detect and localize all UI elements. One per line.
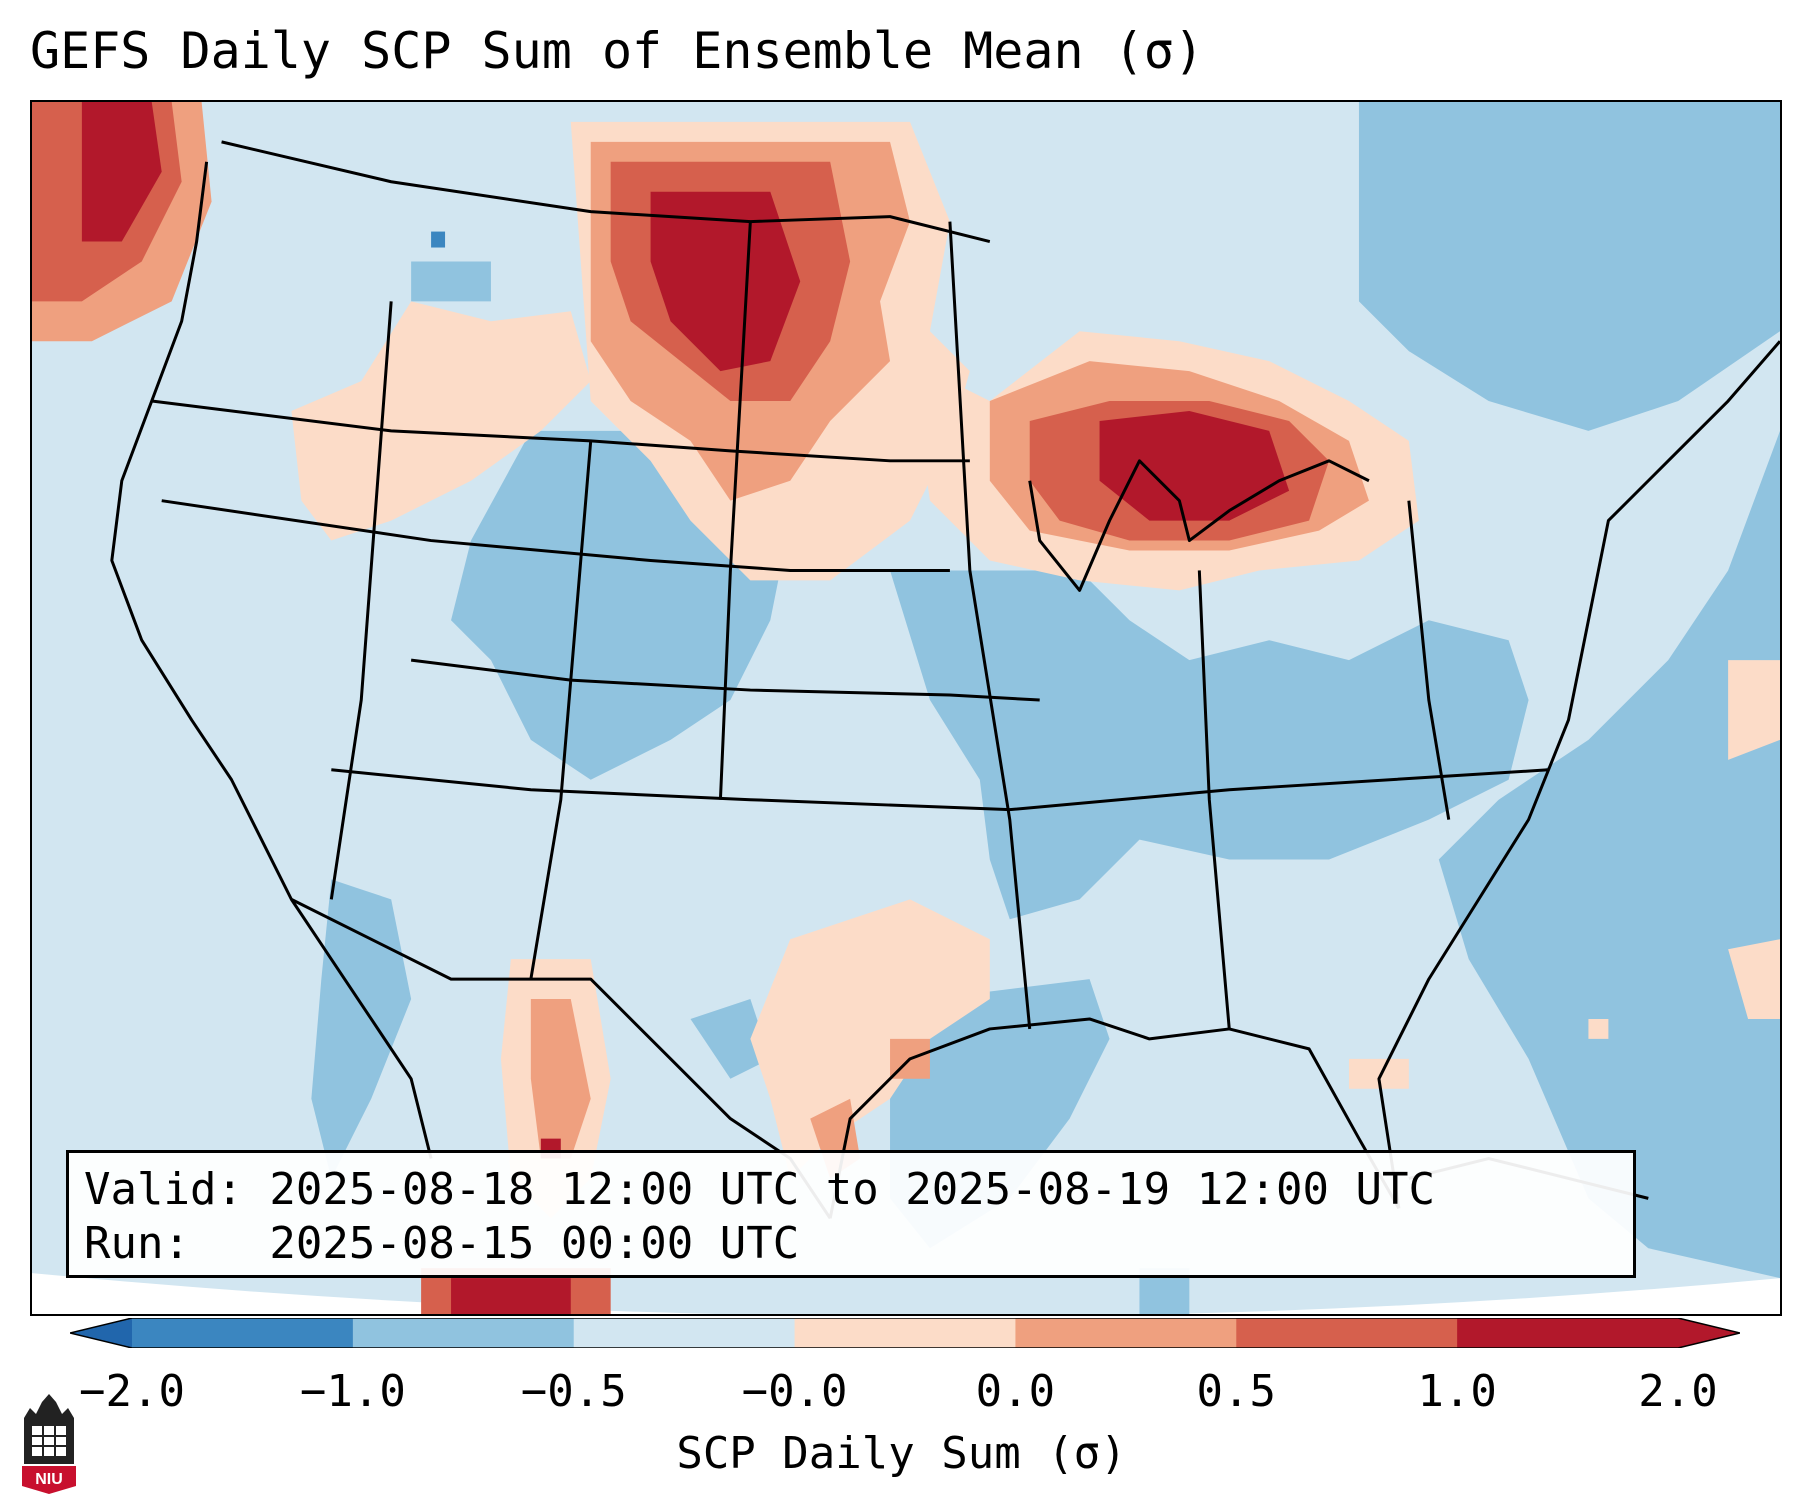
east-coast [1377, 340, 1780, 1209]
great-lakes-outline [1028, 459, 1370, 592]
vertical-line-2 [529, 440, 593, 980]
run-time-line: Run: 2025-08-15 00:00 UTC [84, 1218, 800, 1269]
colorbar-segment [132, 1318, 354, 1348]
colorbar-segment [794, 1318, 1016, 1348]
map-canvas [32, 102, 1780, 1314]
colorbar-tick-label: 2.0 [1638, 1366, 1718, 1417]
vertical-line-1 [329, 301, 393, 900]
colorbar-tick-label: 0.5 [1196, 1366, 1277, 1417]
small-negative-1 [411, 261, 491, 302]
dark-blue-cell [431, 231, 446, 248]
us-west-coast [110, 161, 433, 1159]
colorbar [70, 1318, 1740, 1348]
vertical-line-3 [718, 221, 752, 800]
colorbar-tick-label: −1.0 [299, 1366, 406, 1417]
mexico-west-negative [311, 879, 412, 1179]
colorbar-tick-label: −0.5 [520, 1366, 627, 1417]
peak-positive-fields [81, 102, 1290, 1314]
vertical-line-4 [948, 221, 1032, 1030]
chart-title: GEFS Daily SCP Sum of Ensemble Mean (σ) [30, 22, 1204, 80]
map-panel[interactable] [30, 100, 1782, 1316]
gulf-coast [828, 1017, 1401, 1219]
small-negative-3 [1139, 1268, 1190, 1314]
central-negative [890, 570, 1529, 920]
vertical-line-5 [1197, 570, 1231, 1030]
colorbar-segment [1015, 1318, 1237, 1348]
colorbar-extend-low [70, 1318, 132, 1348]
atlantic-weak-positive [1728, 660, 1780, 760]
colorbar-segment [573, 1318, 796, 1348]
northwest-weak-positive [291, 301, 591, 541]
colorbar-tick-label: −0.0 [741, 1366, 848, 1417]
canada-northeast-negative [1358, 102, 1780, 431]
colorbar-tick-label: −2.0 [79, 1366, 185, 1417]
small-weak-positive-1 [1348, 1058, 1409, 1089]
colorbar-segment [1236, 1318, 1458, 1348]
niu-logo-icon: NIU [22, 1394, 76, 1494]
logo-text: NIU [35, 1471, 63, 1488]
great-lakes-peak [1099, 410, 1290, 521]
valid-time-line: Valid: 2025-08-18 12:00 UTC to 2025-08-1… [84, 1164, 1436, 1215]
boundary-lines [110, 140, 1780, 1220]
central-line-2 [410, 658, 1040, 702]
northern-plains-peak [650, 191, 801, 372]
small-negative-2 [690, 999, 771, 1079]
small-weak-positive-2 [1588, 1018, 1609, 1039]
colorbar-tick-label: 0.0 [975, 1366, 1056, 1417]
canada-us-border [221, 140, 991, 243]
outside-projection-area [32, 1273, 1780, 1314]
colorbar-segment [1457, 1318, 1679, 1348]
vertical-line-6 [1407, 500, 1451, 820]
pacific-nw-peak [81, 102, 162, 242]
validity-info-box: Valid: 2025-08-18 12:00 UTC to 2025-08-1… [66, 1150, 1636, 1278]
atlantic-negative [1438, 430, 1780, 1279]
caribbean-weak-positive [1728, 939, 1780, 1019]
colorbar-tick-label: 1.0 [1417, 1366, 1497, 1417]
mexico-moderate-positive [530, 999, 591, 1159]
southern-line [331, 768, 1549, 812]
northern-tier-line [151, 399, 970, 463]
texas-weak-positive [750, 899, 990, 1179]
colorbar-segment [352, 1318, 575, 1348]
colorbar-label: SCP Daily Sum (σ) [676, 1428, 1127, 1479]
colorbar-extend-high [1678, 1318, 1740, 1348]
mexico-south-peak [451, 1278, 571, 1314]
central-line-1 [161, 499, 950, 572]
